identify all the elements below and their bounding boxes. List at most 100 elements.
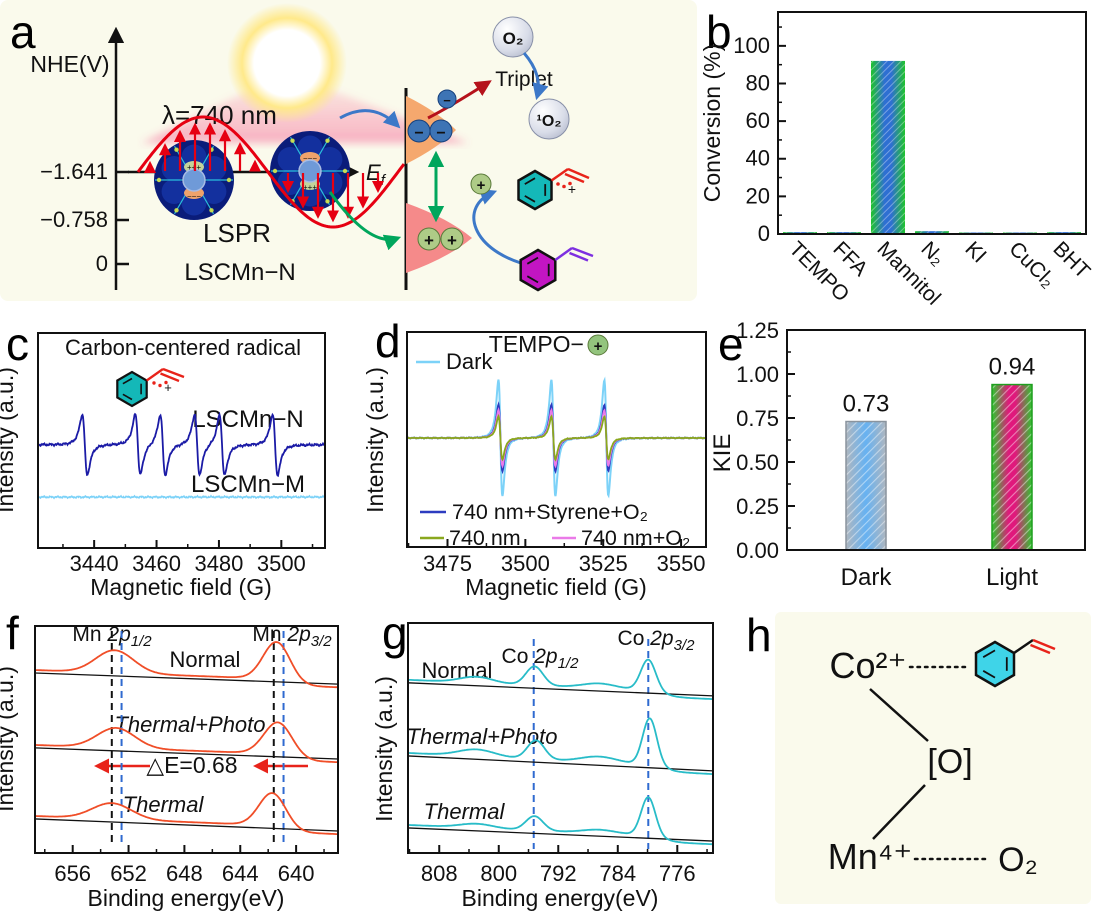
chart-mark [161,179,187,204]
y-tick-label: 0 [758,221,770,246]
y-tick-label: 60 [746,108,770,133]
electron-transfer-arrow [339,109,401,129]
styrene-molecule [519,246,594,292]
g-xlabel: Binding energy(eV) [462,885,659,911]
baseline-Thermal+Photo [407,755,714,772]
x-tick-label: 640 [278,861,315,886]
f-series-label: Thermal [123,792,205,817]
sun-icon [254,30,320,96]
hole-symbol: + [447,231,457,250]
panel-f-xps-chart: f Intensity (a.u.) Mn 2p1/2 Mn 2p3/2 Nor… [0,607,339,911]
hot-spot [174,147,179,152]
lspr-label: LSPR [203,218,271,248]
bond-line [869,688,929,742]
nhe-tick-label: −1.641 [40,159,108,184]
hot-spot [290,138,295,143]
panel-d-epr-chart: d Intensity (a.u.) TEMPO− + Dark 740 nm+… [362,315,707,600]
plasmonic-nanoparticle: +++−−− [154,140,234,220]
c-ylabel: Intensity (a.u.) [0,367,18,513]
f-series-label: Thermal+Photo [114,712,265,737]
electron-icon [429,119,453,143]
electron-symbol: − [436,125,445,142]
hole-symbol: + [424,231,434,250]
hole-icon [587,334,609,356]
g-peak-label: Co 2p1/2 [502,645,580,672]
electron-symbol: − [414,125,423,142]
x-tick-label: 776 [659,861,696,886]
plot-frame [407,622,714,854]
x-tick-label: 808 [421,861,458,886]
plasmon-wave [136,115,406,229]
hole-icon [440,227,464,251]
hole-symbol: + [477,177,486,194]
x-tick-label: 3475 [423,551,472,576]
plot-frame [37,332,326,549]
bar-value-label: 0.73 [843,391,890,418]
nhe-axis-label: NHE(V) [30,51,109,77]
g-ylabel: Intensity (a.u.) [371,676,397,822]
x-tick-label: 656 [54,861,91,886]
x-tick-label: 648 [166,861,203,886]
d-title: TEMPO− [489,331,584,357]
x-tick-label: 792 [540,861,577,886]
triplet-label: Triplet [495,68,553,91]
panel-letter-g: g [382,607,408,659]
g-series-label: Thermal [424,799,506,824]
d-ylabel: Intensity (a.u.) [362,367,388,513]
oxygen-ball [492,16,534,58]
trace-Thermal [35,792,339,836]
oxygen-label: O₂ [998,841,1038,879]
legend-label: Dark [446,349,493,374]
hot-spot [325,199,330,204]
d-xlabel: Magnetic field (G) [465,574,647,600]
singlet-oxygen-label: ¹O₂ [537,113,562,130]
x-category-label: Dark [841,564,893,591]
y-tick-label: 100 [733,33,770,58]
trace-LSCMn−M [37,494,326,500]
x-category-label: N₂ [916,237,949,270]
panel-a-mechanism: a λ=740 nm NHE(V) −1.641 −0.758 0 Ef +++… [0,0,697,301]
hot-spot [174,208,179,213]
electron-icon [437,89,457,109]
x-tick-label: 3460 [132,551,181,576]
y-tick-label: 1.00 [736,362,779,387]
oxidation-arrow [472,189,533,268]
trace-Normal [34,641,339,689]
plot-frame [777,11,1087,235]
panel-letter-b: b [706,6,732,58]
bar-value-label: 0.94 [989,354,1036,381]
bond-line [872,784,926,840]
chart-mark [201,179,227,204]
x-category-label: Light [986,564,1038,591]
oxygen-label: O₂ [503,29,524,48]
particle-core [182,168,206,192]
svg-text:+: + [164,380,172,395]
y-tick-label: 0.25 [736,494,779,519]
x-tick-label: 3440 [70,551,119,576]
y-tick-label: 0.75 [736,406,779,431]
f-peak-label: Mn 2p3/2 [252,623,332,650]
panel-letter-d: d [375,315,401,367]
cobalt-label: Co²⁺ [829,645,906,686]
baseline-Normal [34,672,339,685]
x-category-label: KI [960,237,990,267]
c-series-label: LSCMn−N [192,406,303,433]
chart-mark [317,170,343,195]
x-tick-label: 3480 [194,551,243,576]
nhe-tick-label: 0 [96,251,108,276]
bar-hatch [846,421,886,550]
singlet-oxygen-ball [528,98,570,140]
x-tick-label: 3500 [501,551,550,576]
y-tick-label: 0.50 [736,450,779,475]
panel-a-background [0,0,697,301]
f-series-label: Normal [170,647,241,672]
y-tick-label: 20 [746,183,770,208]
x-tick-label: 652 [110,861,147,886]
panel-h-background [775,612,1091,904]
c-xlabel: Magnetic field (G) [90,574,272,600]
baseline-Thermal [34,818,339,832]
nanoparticles: +++−−−−−−+++ [154,131,350,220]
hole-symbol: + [594,338,603,355]
trace-740 nm [406,413,706,462]
